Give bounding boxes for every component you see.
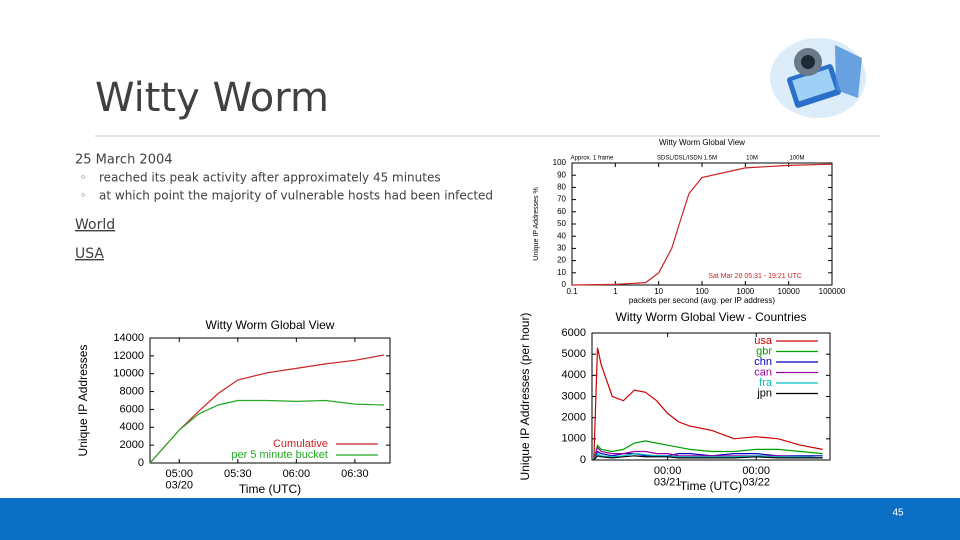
chart-title: Witty Worm Global View [659,138,745,147]
chart-title: Witty Worm Global View [206,318,335,332]
series-line [593,455,823,461]
y-tick-label: 4000 [120,421,144,433]
series-line [593,452,823,461]
x-tick-label: 1000 [736,287,754,296]
link[interactable]: USA [75,246,104,262]
x-tick-label: 06:30 [341,468,369,480]
y-tick-label: 0 [138,457,144,469]
x-axis-label: Time (UTC) [239,482,301,496]
bullet-marker: ◦ [80,171,87,184]
y-axis-label: Unique IP Addresses [76,345,90,457]
y-tick-label: 80 [557,183,566,192]
x-tick-label: 05:30 [224,468,252,480]
annotation: Approx. 1 frame [571,156,614,162]
y-tick-label: 6000 [562,327,586,339]
slide-title: Witty Worm [95,75,329,121]
legend-label: chn [754,356,772,368]
x-axis-label: Time (UTC) [680,479,742,493]
y-tick-label: 1000 [562,433,586,445]
y-tick-label: 5000 [562,348,586,360]
legend-label: jpn [756,387,772,399]
x-tick-label: 06:00 [283,468,311,480]
x-tick-label: 10000 [778,287,801,296]
y-tick-label: 70 [557,195,566,204]
x-tick-label: 0.1 [566,287,578,296]
y-tick-label: 0 [580,454,586,466]
page-number: 45 [892,508,904,519]
y-tick-label: 100 [553,158,567,167]
y-tick-label: 20 [557,256,566,265]
series-line [149,354,385,464]
logo [770,38,866,118]
legend-label: usa [754,335,773,347]
y-axis-label: Unique IP Addresses (per hour) [518,313,532,481]
subtitle: 25 March 2004 [75,153,173,168]
y-tick-label: 4000 [562,369,586,381]
legend-label: Cumulative [273,438,328,450]
annotation: 100M [789,156,804,162]
series-line [593,440,823,461]
y-axis-label: Unique IP Addresses % [533,187,540,260]
legend-label: per 5 minute bucket [231,449,328,461]
y-tick-label: 2000 [120,439,144,451]
series-line [593,347,823,461]
annotation: Sat Mar 20 05:31 - 19:21 UTC [708,273,802,280]
annotation: 10M [746,156,758,162]
y-tick-label: 6000 [120,403,144,415]
bullet: at which point the majority of vulnerabl… [99,189,493,203]
series-line [571,163,833,286]
y-tick-label: 2000 [562,412,586,424]
legend-label: can [754,366,772,378]
x-tick-label: 100 [695,287,709,296]
footer-bar [0,498,960,540]
y-tick-label: 50 [557,219,566,228]
y-tick-label: 60 [557,207,566,216]
y-tick-label: 8000 [120,385,144,397]
series-line [149,399,385,464]
annotation: SDSL/DSL/ISDN 1.5M [657,156,717,162]
x-tick-label: 00:00 03/21 [654,465,682,489]
y-tick-label: 40 [557,231,566,240]
x-axis-label: packets per second (avg. per IP address) [629,296,775,305]
x-tick-label: 10 [654,287,663,296]
link[interactable]: World [75,217,115,233]
bullet: reached its peak activity after approxim… [99,171,441,185]
y-tick-label: 12000 [113,350,144,362]
legend-label: gbr [756,345,772,357]
x-tick-label: 1 [613,287,618,296]
y-tick-label: 10000 [113,368,144,380]
y-tick-label: 3000 [562,390,586,402]
y-tick-label: 90 [557,170,566,179]
chart-title: Witty Worm Global View - Countries [616,310,807,324]
y-tick-label: 14000 [113,332,144,344]
y-tick-label: 30 [557,244,566,253]
y-tick-label: 10 [557,268,566,277]
x-tick-label: 100000 [819,287,846,296]
x-tick-label: 05:00 03/20 [166,468,194,492]
y-tick-label: 0 [562,280,567,289]
x-tick-label: 00:00 03/22 [742,465,770,489]
bullet-marker: ◦ [80,189,87,202]
plot-frame [149,337,391,464]
legend-label: fra [759,377,773,389]
